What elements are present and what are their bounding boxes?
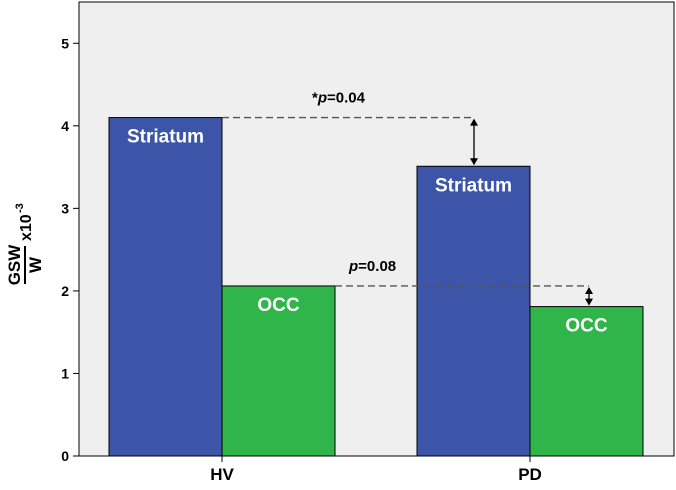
- arrow-head-up: [470, 118, 478, 126]
- y-label-numerator: GSW: [5, 244, 24, 286]
- bar-label: OCC: [565, 316, 608, 337]
- bar-label: OCC: [257, 295, 300, 316]
- y-label-multiplier: x10: [18, 214, 35, 241]
- x-axis: HV PD: [210, 456, 542, 484]
- arrow-head-down: [585, 298, 593, 306]
- y-label-exponent: -3: [14, 203, 26, 213]
- y-tick-label: 5: [61, 35, 69, 51]
- bar-striatum-pd: [416, 165, 531, 457]
- y-axis: 0 1 2 3 4 5: [61, 35, 79, 464]
- y-tick-label: 2: [61, 283, 69, 299]
- y-tick-label: 4: [61, 118, 69, 134]
- bar-label: Striatum: [435, 175, 512, 196]
- bar-occ-pd: [529, 306, 644, 457]
- x-category-label: HV: [210, 465, 234, 484]
- bar-occ-hv: [221, 285, 336, 457]
- y-label-denominator: W: [26, 256, 45, 273]
- arrow-head-down: [470, 158, 478, 166]
- p-value-label: p=0.08: [348, 258, 396, 275]
- y-tick-label: 1: [61, 365, 69, 381]
- arrow-head-up: [585, 286, 593, 294]
- significance-annotations: *p=0.04 p=0.08: [222, 90, 593, 306]
- y-tick-label: 3: [61, 200, 69, 216]
- p-value-label: *p=0.04: [312, 90, 366, 107]
- bar-label: Striatum: [127, 127, 204, 148]
- y-tick-label: 0: [61, 448, 69, 464]
- x-category-label: PD: [518, 465, 542, 484]
- bar-striatum-hv: [108, 117, 223, 457]
- bars: Striatum Striatum OCC OCC: [108, 117, 644, 457]
